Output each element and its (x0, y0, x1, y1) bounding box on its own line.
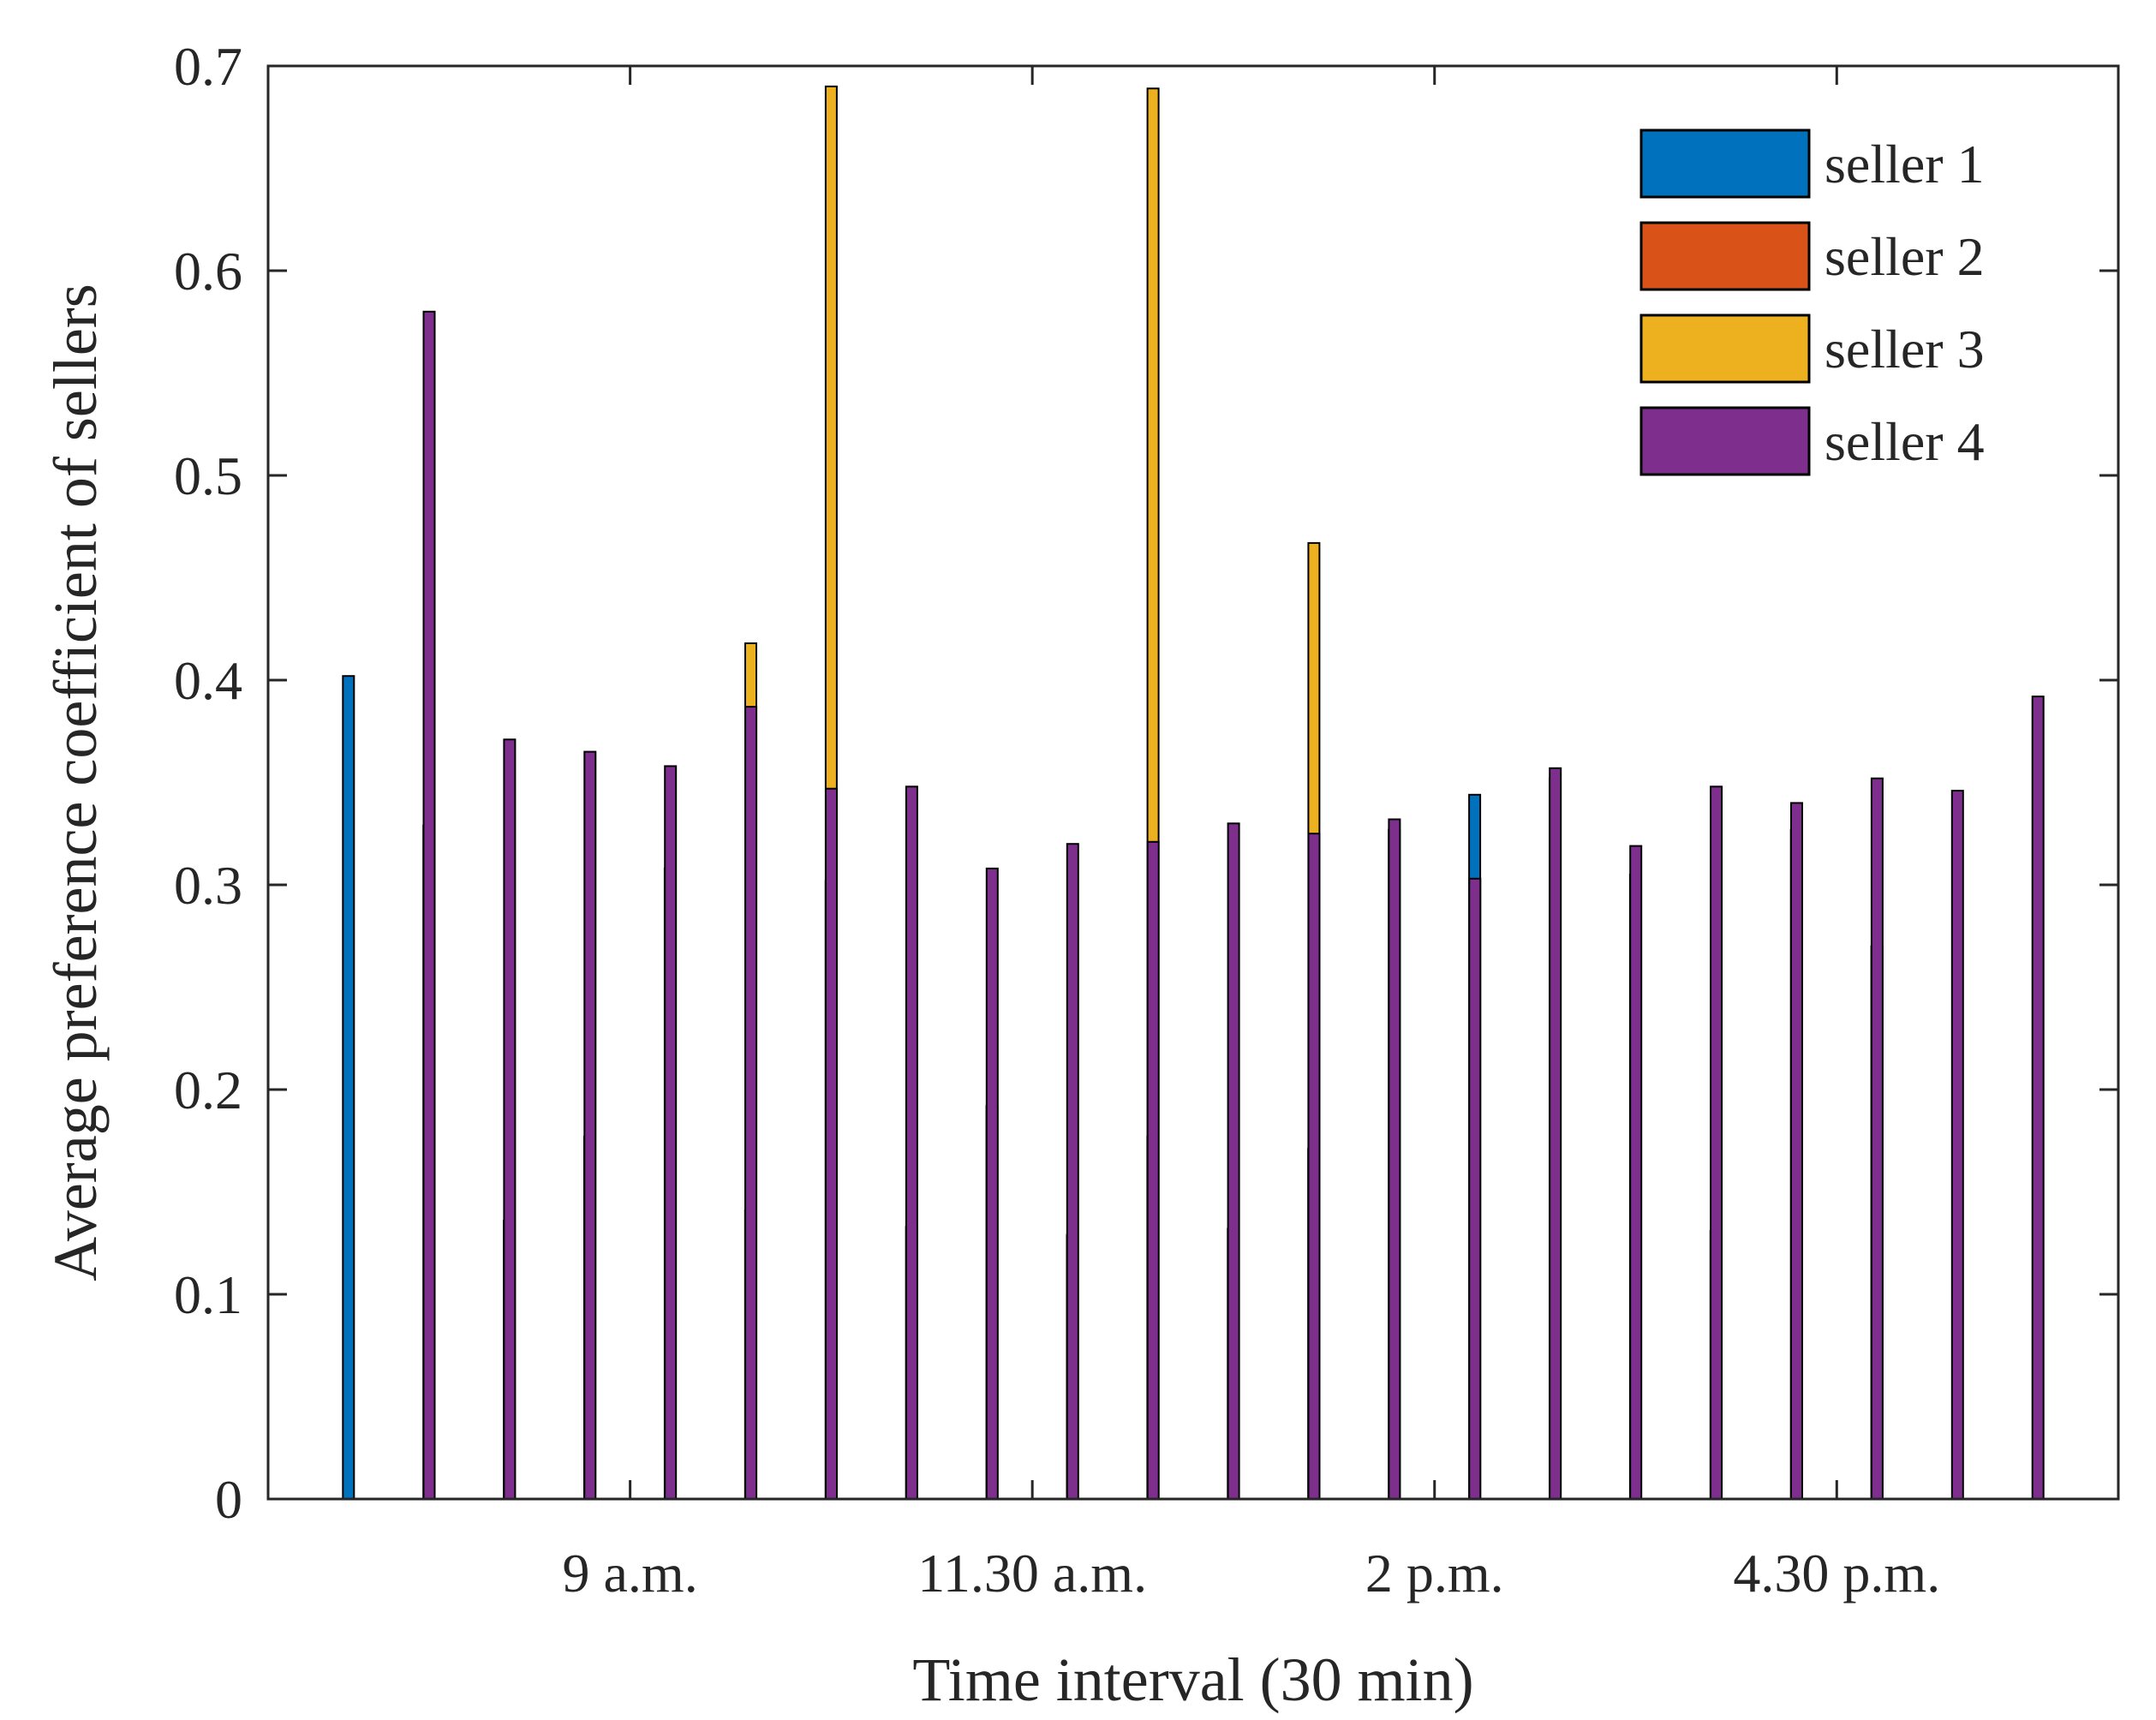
bar-seller-4-10 (1146, 840, 1160, 1500)
axes-group: 0 0.1 0.2 0.3 0.4 0.5 0.6 0.7 9 a.m. 11.30 a.m. 2 … (174, 36, 2120, 1604)
bar-seller-4-6 (825, 787, 838, 1500)
y-tick-label: 0.4 (174, 650, 242, 711)
bar-seller-4-16 (1629, 845, 1643, 1500)
x-tick-label: 2 p.m. (1365, 1543, 1504, 1604)
plot-frame (266, 64, 2120, 1501)
bar-seller-4-3 (583, 750, 597, 1500)
bar-seller-4-17 (1710, 785, 1723, 1500)
legend-swatch-seller-1 (1639, 128, 1811, 199)
bar-seller-4-5 (744, 706, 758, 1500)
bar-seller-4-21 (2031, 696, 2045, 1500)
legend-swatch-seller-2 (1639, 221, 1811, 291)
legend-swatch-seller-4 (1639, 406, 1811, 476)
y-tick-label: 0.1 (174, 1264, 242, 1325)
bar-seller-4-1 (422, 310, 436, 1500)
bar-seller-4-12 (1307, 833, 1321, 1500)
bar-seller-4-13 (1388, 818, 1401, 1500)
y-axis-title: Average preference coefficient of seller… (41, 284, 110, 1281)
legend-label-seller-1: seller 1 (1825, 134, 1985, 194)
bar-seller-4-4 (664, 765, 678, 1500)
bar-seller-4-9 (1066, 843, 1079, 1500)
y-tick-label: 0.5 (174, 445, 242, 506)
bar-seller-4-8 (985, 867, 999, 1500)
bar-seller-4-2 (503, 738, 517, 1500)
y-tick-label: 0.6 (174, 241, 242, 302)
x-tick-label: 9 a.m. (563, 1543, 698, 1604)
x-tick-label: 4.30 p.m. (1733, 1543, 1940, 1604)
bar-seller-4-14 (1468, 877, 1482, 1501)
legend-label-seller-2: seller 2 (1825, 226, 1985, 287)
bar-seller-4-18 (1790, 802, 1803, 1500)
legend-label-seller-3: seller 3 (1825, 319, 1985, 379)
legend: seller 1 seller 2 seller 3 seller 4 (1639, 128, 1985, 476)
bar-seller-4-15 (1549, 767, 1562, 1500)
bar-seller-4-11 (1227, 822, 1240, 1500)
y-tick-label: 0.3 (174, 855, 242, 916)
x-axis-title: Time interval (30 min) (912, 1645, 1473, 1714)
legend-label-seller-4: seller 4 (1825, 411, 1985, 472)
bar-seller-1-3 (342, 675, 355, 1500)
bar-seller-4-19 (1870, 777, 1884, 1500)
x-tick-label: 11.30 a.m. (917, 1543, 1147, 1604)
bar-seller-4-20 (1950, 790, 1964, 1500)
y-tick-label: 0.2 (174, 1060, 242, 1120)
legend-swatch-seller-3 (1639, 314, 1811, 384)
y-tick-label: 0 (215, 1469, 242, 1530)
y-tick-label: 0.7 (174, 36, 242, 97)
bar-seller-4-7 (905, 785, 918, 1500)
